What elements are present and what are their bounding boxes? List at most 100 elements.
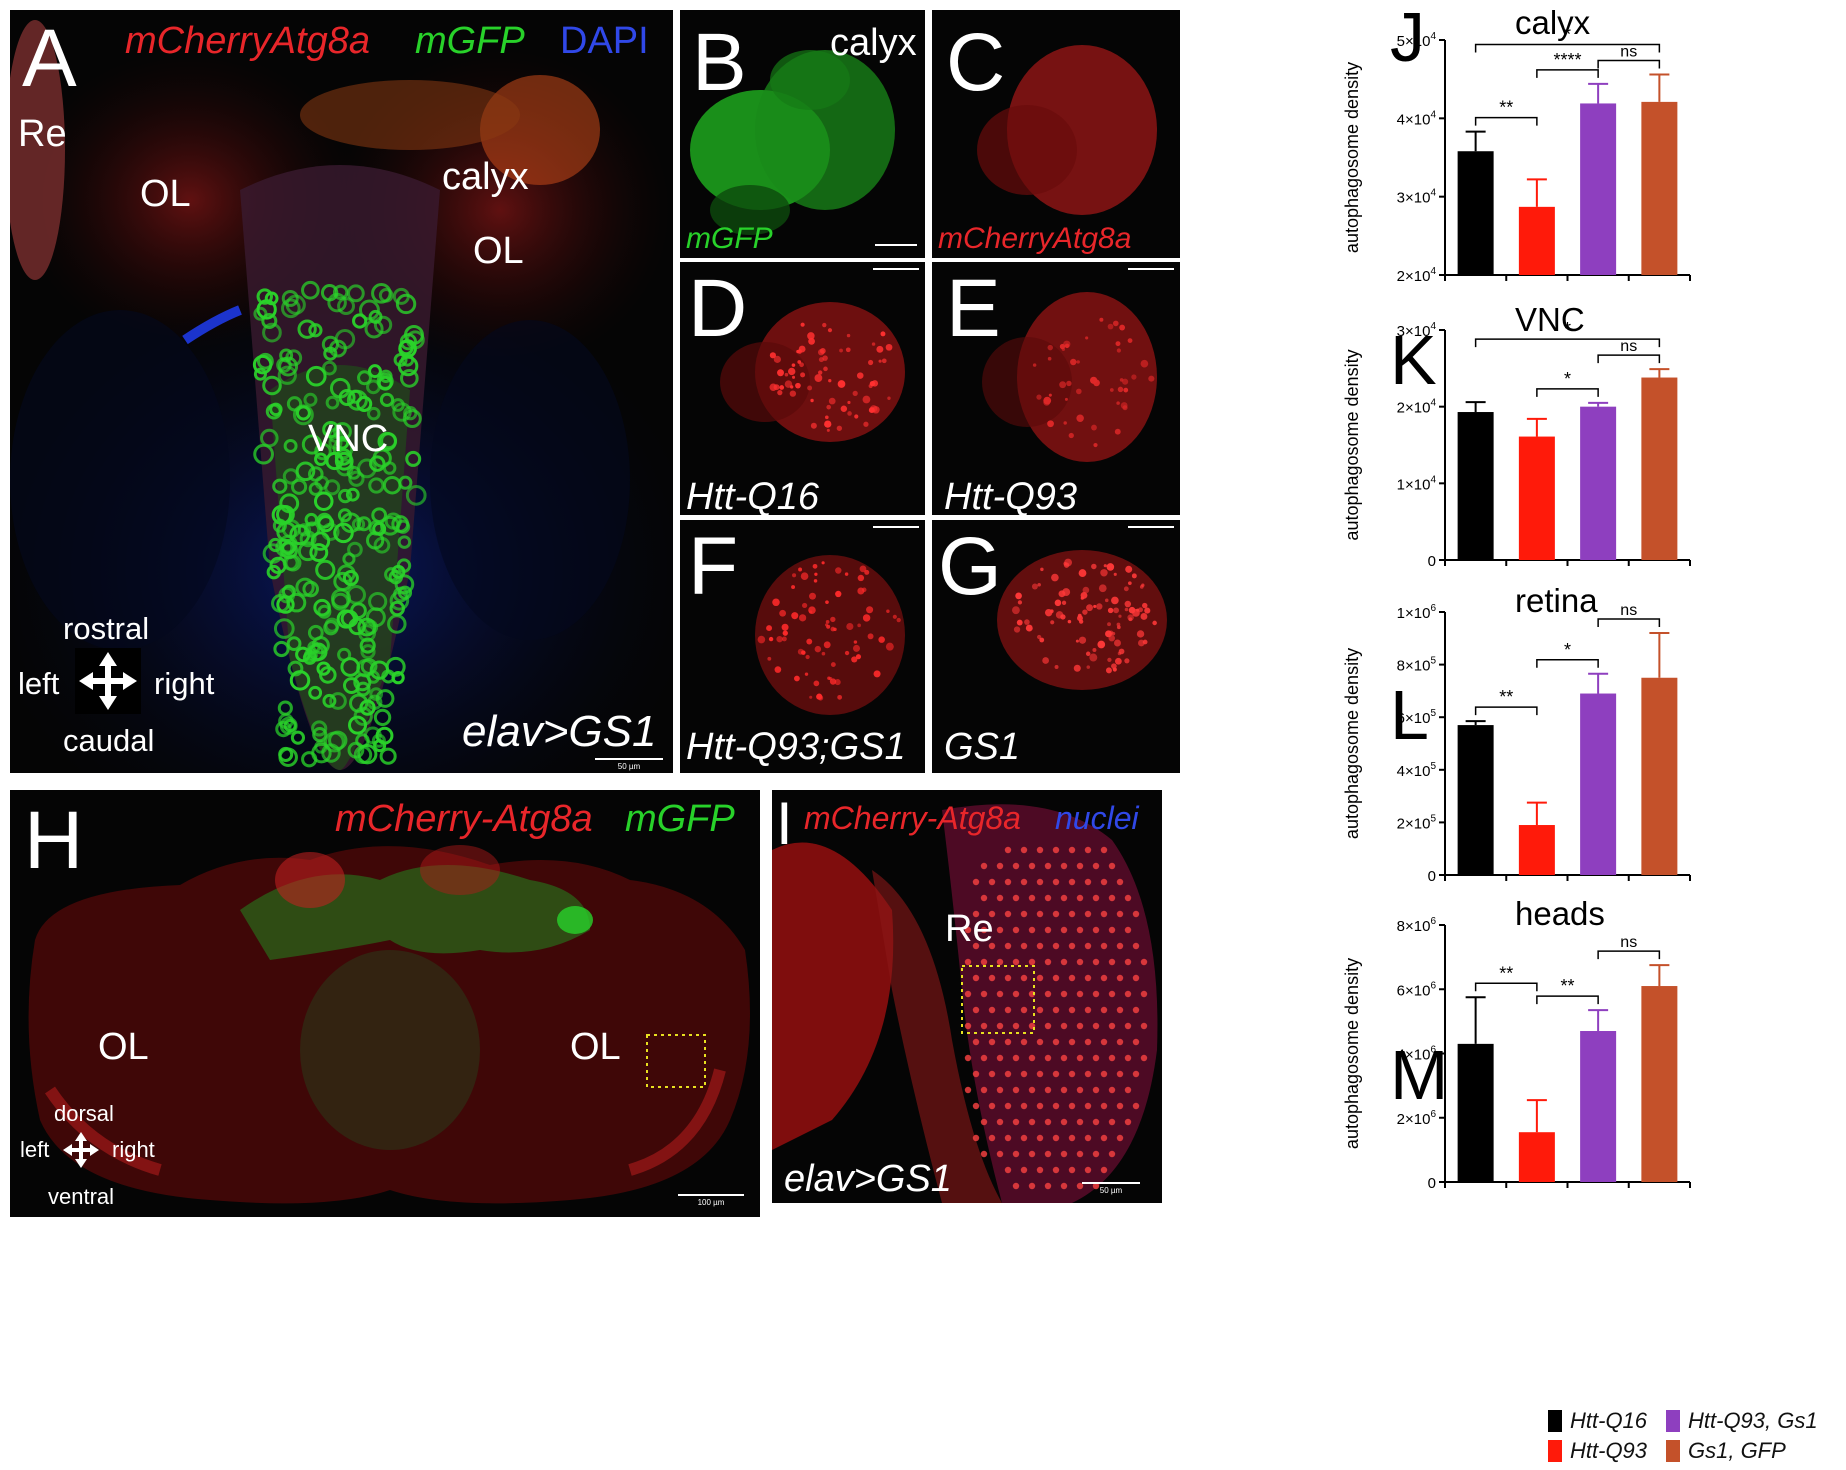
panel-h: H mCherry-Atg8a mGFP OL OL dorsal left r… [10,790,760,1217]
panel-h-label-ol-right: OL [570,1026,621,1068]
legend-swatch [1548,1440,1562,1462]
legend-swatch [1666,1410,1680,1432]
panel-c: C mCherryAtg8a [932,10,1180,258]
significance-bracket [1536,69,1599,78]
bar-gs1-gfp [1641,986,1678,1182]
panel-b-title: calyx [830,22,917,64]
legend-swatch [1666,1440,1680,1462]
panel-i-title-mcherry: mCherry-Atg8a [804,800,1021,836]
panel-d-letter: D [688,263,748,354]
panel-i-micrograph [772,804,1158,1203]
legend-item-gs1-gfp: Gs1, GFP [1666,1438,1786,1464]
y-tick-label: 6×105 [1397,708,1437,727]
panel-g-scale-bar [1128,526,1174,528]
chart-title: retina [1515,582,1598,619]
panel-a-label-ol-left: OL [140,173,191,215]
y-tick-label: 4×104 [1397,109,1437,128]
bar-htt-q93-gs1 [1580,693,1617,875]
y-tick-label: 8×106 [1397,916,1437,935]
panel-i-letter: I [776,790,793,857]
panel-f-genotype: Htt-Q93;GS1 [686,726,906,768]
bar-htt-q16 [1457,1043,1494,1182]
chart-l-svg: retina autophagosome density 0 2×105 4×105 6×… [1342,582,1691,885]
y-tick-label: 5×104 [1397,31,1437,50]
y-tick-label: 1×106 [1397,603,1437,622]
significance-label: ns [1620,934,1637,951]
compass-arrows-icon [61,1130,101,1170]
significance-label: ns [1620,338,1637,355]
y-tick-label: 2×104 [1397,266,1437,285]
y-tick-label: 0 [1428,1175,1436,1192]
bar-htt-q16 [1457,412,1494,560]
y-tick-label: 1×104 [1397,474,1437,493]
legend-swatch [1548,1410,1562,1432]
axis-right-h: right [112,1137,155,1162]
significance-label: * [1564,319,1571,339]
panel-c-stain: mCherryAtg8a [938,222,1132,255]
significance-label: **** [1553,50,1581,70]
significance-label: ns [1620,43,1637,60]
chart-m-letter: M [1390,1036,1449,1114]
bar-htt-q93 [1518,825,1555,875]
chart-m-svg: heads autophagosome density 0 2×106 4×106 6×1… [1342,895,1691,1192]
significance-bracket [1536,388,1599,397]
panel-f-micrograph [755,555,905,715]
significance-bracket [1597,950,1661,960]
y-axis-label: autophagosome density [1342,62,1362,253]
chart-k-letter: K [1390,321,1437,399]
significance-label: ** [1499,963,1513,983]
panel-i: I mCherry-Atg8a nuclei Re elav>GS1 50 µm [772,790,1162,1203]
panel-e-genotype: Htt-Q93 [944,476,1078,515]
chart-title: heads [1515,895,1605,932]
panel-e-letter: E [946,263,1001,354]
panel-b-letter: B [692,17,747,108]
chart-j: calyx autophagosome density 2×104 3×104 4×10… [1342,0,1846,325]
axis-caudal: caudal [63,723,155,758]
significance-label: * [1564,369,1571,389]
bar-htt-q16 [1457,725,1494,875]
panel-f-letter: F [688,521,739,612]
panel-c-letter: C [946,17,1006,108]
chart-j-svg: calyx autophagosome density 2×104 3×104 4×10… [1342,4,1691,285]
bar-htt-q93 [1518,436,1555,560]
panel-a-title-dapi: DAPI [560,20,649,62]
significance-bracket [1536,995,1599,1005]
chart-k-svg: VNC autophagosome density 0 1×104 2×104 3×104… [1342,301,1691,570]
legend-item-q93: Htt-Q93 [1548,1438,1647,1464]
bar-gs1-gfp [1641,677,1678,875]
panel-e-scale-bar [1128,268,1174,270]
y-axis-label: autophagosome density [1342,958,1362,1149]
chart-l: retina autophagosome density 0 2×105 4×105 6×… [1342,582,1846,1025]
panel-i-label-re: Re [945,908,994,950]
panel-a-title-mgfp: mGFP [415,20,525,62]
significance-label: ** [1499,98,1513,118]
panel-b-micrograph [690,50,895,235]
significance-label: * [1564,24,1571,44]
y-tick-label: 0 [1428,868,1436,885]
compass-arrows-icon [75,648,141,714]
panel-b-stain: mGFP [686,222,773,255]
panel-d-micrograph [720,302,905,442]
panel-b-scale-bar [875,244,917,246]
y-axis-label: autophagosome density [1342,648,1362,839]
significance-bracket [1474,116,1538,126]
legend-item-q16: Htt-Q16 [1548,1408,1647,1434]
significance-bracket [1597,59,1661,69]
bar-htt-q16 [1457,151,1494,275]
significance-label: ** [1560,976,1574,996]
panel-a-label-re: Re [18,113,67,155]
axis-dorsal: dorsal [54,1101,114,1126]
significance-label: ** [1499,687,1513,707]
panel-g-genotype: GS1 [944,726,1021,768]
y-tick-label: 2×106 [1397,1109,1437,1128]
y-tick-label: 4×105 [1397,761,1437,780]
axis-left: left [18,666,60,701]
panel-a-label-calyx: calyx [442,156,529,198]
significance-bracket [1474,338,1661,348]
panel-g: G GS1 [932,520,1180,773]
legend: Htt-Q16 Htt-Q93 Htt-Q93, Gs1 Gs1, GFP [1548,1404,1844,1468]
bar-htt-q93-gs1 [1580,103,1617,275]
panel-d-genotype: Htt-Q16 [686,476,820,515]
panel-a-title-mcherry: mCherryAtg8a [125,20,370,62]
panel-a: A mCherryAtg8a mGFP DAPI Re OL calyx OL … [10,10,673,773]
